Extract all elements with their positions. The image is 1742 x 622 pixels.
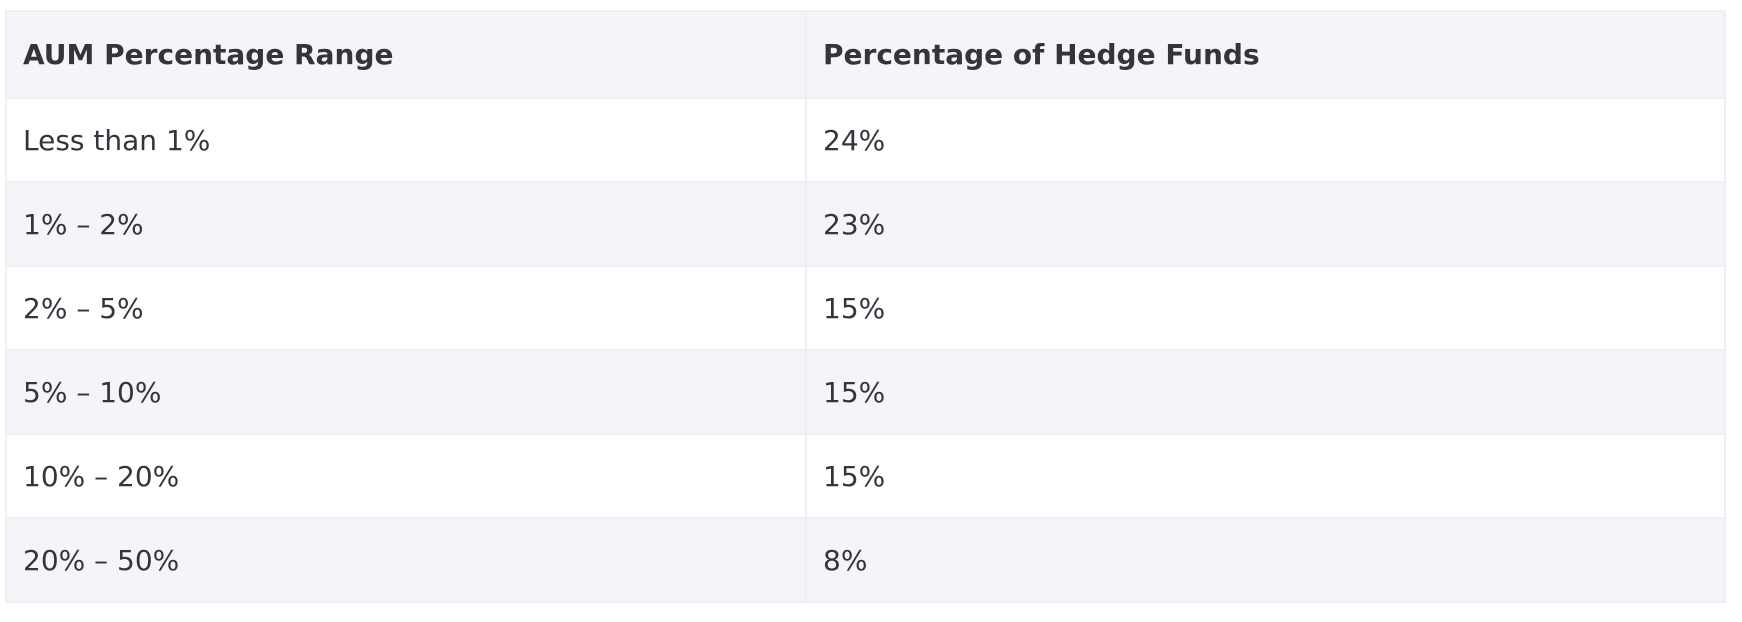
table-cell: 5% – 10%	[5, 349, 807, 435]
table-row: 5% – 10% 15%	[5, 349, 1726, 435]
table-cell: 23%	[805, 181, 1726, 267]
table-row: 1% – 2% 23%	[5, 181, 1726, 267]
table-cell: 8%	[805, 517, 1726, 603]
table-cell: 1% – 2%	[5, 181, 807, 267]
table-cell: 15%	[805, 265, 1726, 351]
table-cell: 20% – 50%	[5, 517, 807, 603]
table-cell: 10% – 20%	[5, 433, 807, 519]
header-cell: AUM Percentage Range	[5, 10, 807, 99]
table-cell: 2% – 5%	[5, 265, 807, 351]
table-row: 20% – 50% 8%	[5, 517, 1726, 603]
table-cell: 15%	[805, 433, 1726, 519]
table-row: 10% – 20% 15%	[5, 433, 1726, 519]
table-cell: 24%	[805, 97, 1726, 183]
table-row: Less than 1% 24%	[5, 97, 1726, 183]
table-row: 2% – 5% 15%	[5, 265, 1726, 351]
data-table: AUM Percentage Range Percentage of Hedge …	[5, 10, 1726, 603]
header-row: AUM Percentage Range Percentage of Hedge …	[5, 10, 1726, 99]
table-container: AUM Percentage Range Percentage of Hedge …	[5, 10, 1726, 603]
table-cell: Less than 1%	[5, 97, 807, 183]
table-body: Less than 1% 24% 1% – 2% 23% 2% – 5% 15% 5% – …	[5, 97, 1726, 603]
table-cell: 15%	[805, 349, 1726, 435]
header-cell: Percentage of Hedge Funds	[805, 10, 1726, 99]
